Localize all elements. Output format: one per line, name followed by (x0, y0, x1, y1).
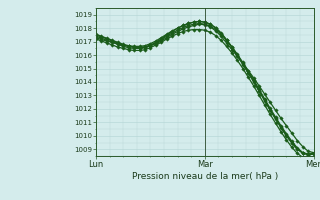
X-axis label: Pression niveau de la mer( hPa ): Pression niveau de la mer( hPa ) (132, 172, 278, 181)
